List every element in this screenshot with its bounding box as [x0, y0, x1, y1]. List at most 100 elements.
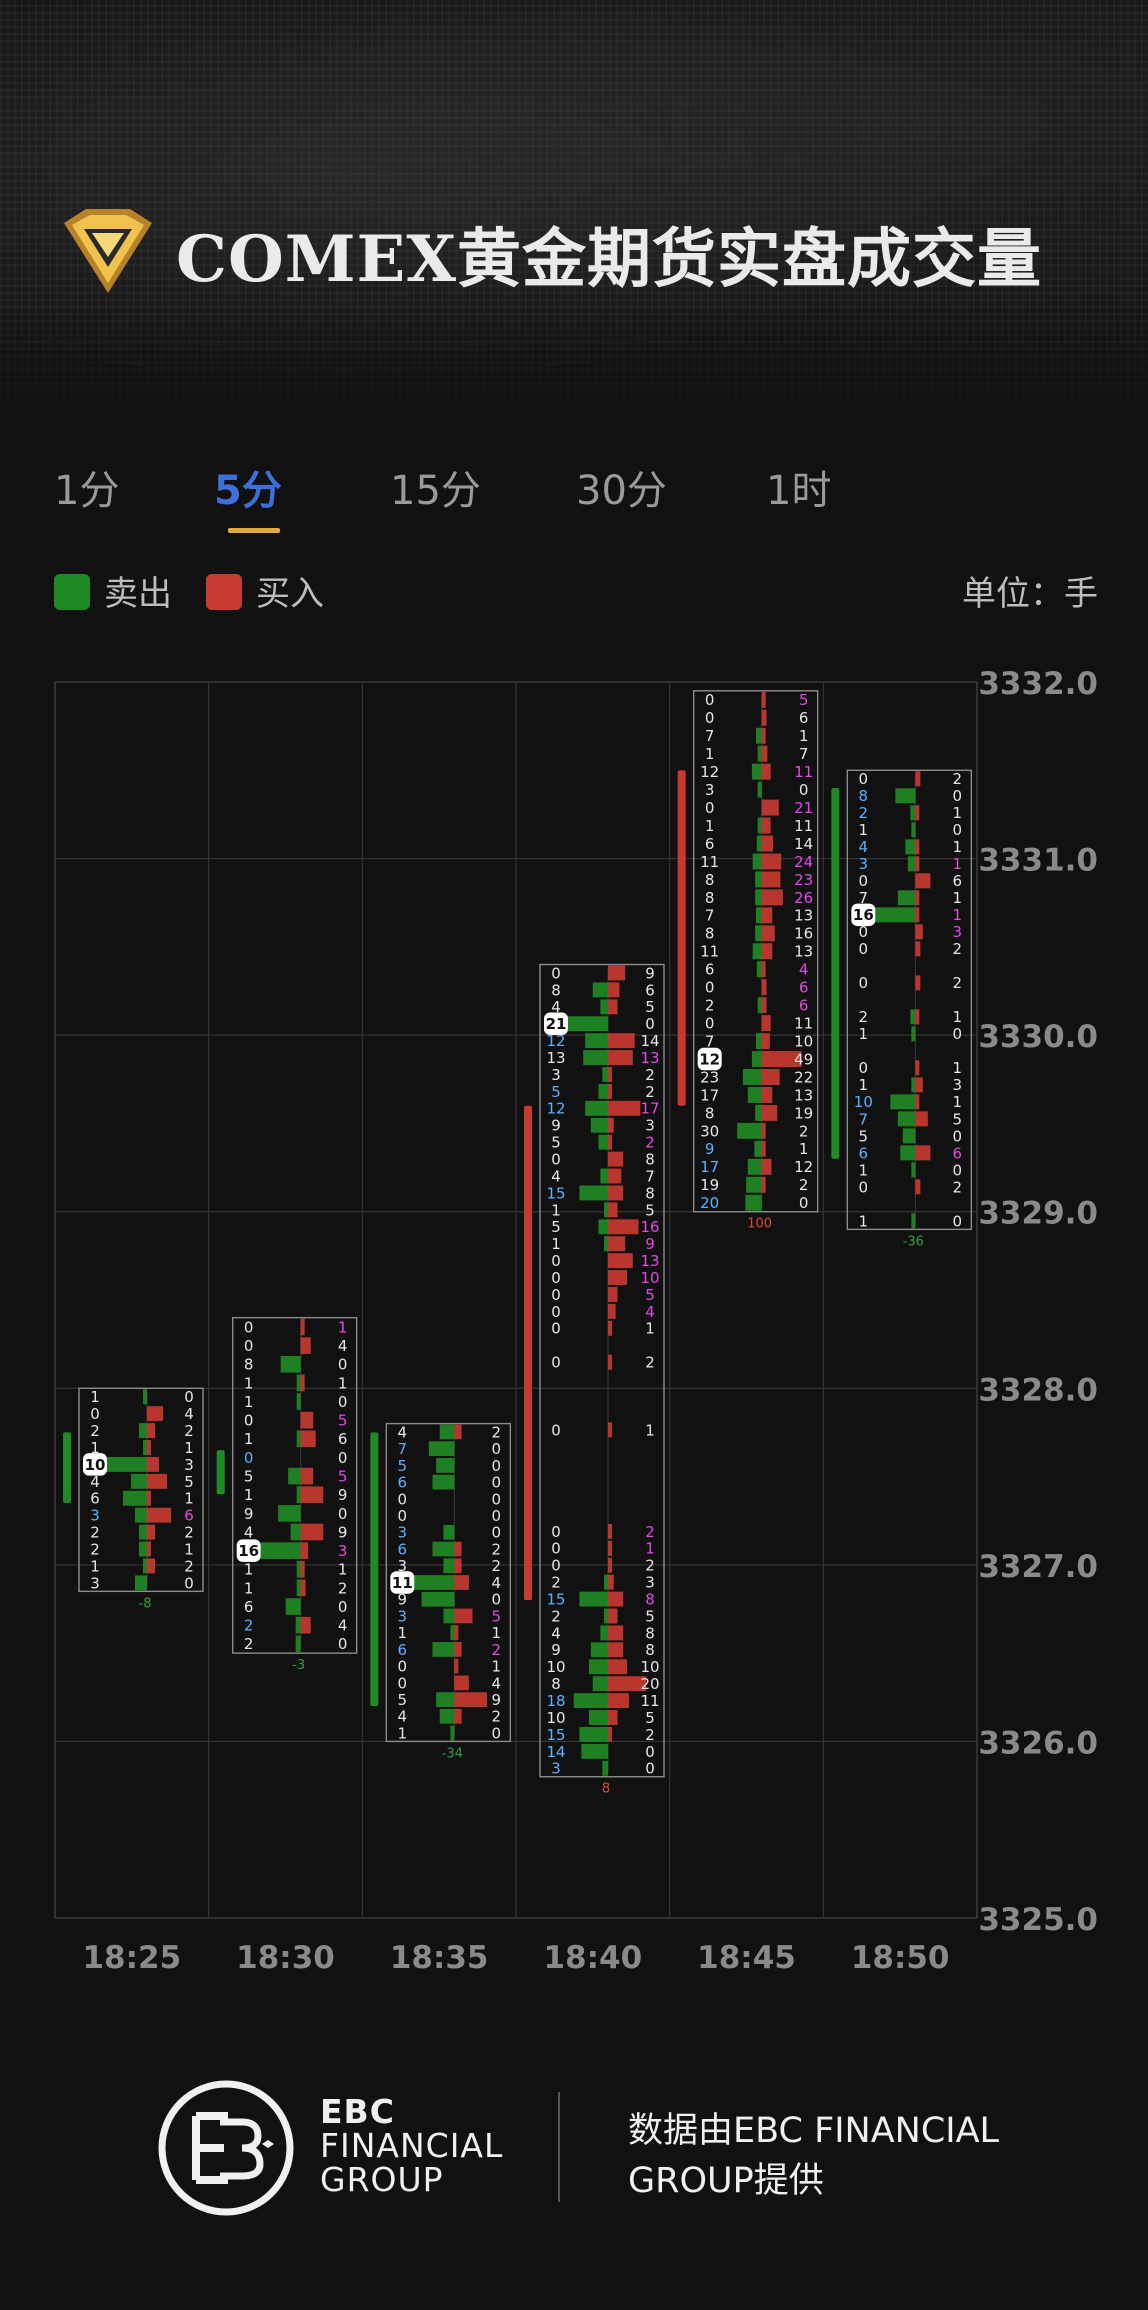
sell-volume-label: 1 [244, 1393, 254, 1411]
sell-volume-bar [890, 1094, 916, 1110]
buy-volume-bar [761, 691, 766, 708]
sell-volume-label: 6 [705, 835, 715, 853]
sell-volume-label: 0 [551, 1421, 561, 1439]
sell-volume-bar [911, 822, 916, 838]
sell-volume-label: 1 [90, 1388, 100, 1406]
buy-volume-label: 9 [492, 1691, 502, 1709]
footprint-box [846, 769, 973, 1231]
sell-volume-label: 11 [700, 853, 719, 871]
sell-volume-label: 0 [859, 1178, 869, 1196]
tab-15min[interactable]: 15分 [390, 468, 481, 514]
tab-30min[interactable]: 30分 [576, 468, 667, 514]
sell-volume-bar [579, 1726, 608, 1742]
sell-volume-bar [432, 1541, 455, 1557]
sell-volume-bar [296, 1560, 301, 1578]
tab-1hour[interactable]: 1时 [766, 468, 832, 514]
sell-volume-label: 9 [551, 1117, 561, 1135]
buy-volume-label: 5 [799, 691, 809, 709]
buy-volume-label: 20 [640, 1675, 659, 1693]
sell-volume-label: 15 [546, 1184, 565, 1202]
buy-volume-label: 5 [338, 1412, 348, 1430]
sell-volume-bar [588, 1659, 608, 1675]
buy-volume-label: 0 [338, 1505, 348, 1523]
candle-delta-label: 100 [747, 1217, 772, 1232]
sell-volume-label: 10 [546, 1658, 565, 1676]
tab-5min[interactable]: 5分 [214, 468, 282, 514]
buy-volume-bar [608, 1185, 624, 1201]
sell-volume-label: 5 [551, 1083, 561, 1101]
sell-volume-label: 12 [546, 1100, 565, 1118]
candle-delta-label: -8 [139, 1596, 152, 1611]
sell-volume-label: 18 [546, 1692, 565, 1710]
buy-volume-bar [761, 1033, 770, 1050]
buy-volume-label: 0 [492, 1524, 502, 1542]
buy-volume-label: 2 [645, 1083, 655, 1101]
sell-volume-bar [135, 1507, 147, 1523]
buy-volume-bar [915, 856, 920, 872]
sell-volume-bar [288, 1467, 301, 1485]
buy-volume-label: 9 [338, 1486, 348, 1504]
sell-volume-label: 1 [244, 1374, 254, 1392]
buy-volume-label: 2 [645, 1354, 655, 1372]
sell-volume-label: 1 [244, 1561, 254, 1579]
buy-volume-label: 5 [645, 998, 655, 1016]
buy-volume-bar [761, 745, 768, 762]
buy-volume-label: 0 [492, 1474, 502, 1492]
y-tick-label: 3331.0 [978, 843, 1098, 879]
footprint-chart: 3332.03331.03330.03329.03328.03327.03326… [54, 666, 1098, 1976]
buy-volume-label: 2 [953, 974, 963, 992]
sell-volume-bar [436, 1458, 455, 1473]
sell-volume-bar [428, 1441, 455, 1457]
buy-volume-bar [608, 1676, 647, 1692]
candle-delta-label: 8 [602, 1782, 610, 1797]
sell-volume-label: 2 [244, 1635, 254, 1653]
buy-volume-bar [915, 1009, 920, 1025]
sell-volume-bar [450, 1725, 455, 1741]
buy-volume-bar [454, 1625, 459, 1641]
sell-volume-label: 6 [705, 961, 715, 979]
buy-volume-bar [608, 999, 618, 1015]
sell-volume-label: 30 [700, 1122, 719, 1140]
sell-volume-label: 2 [90, 1422, 100, 1440]
sell-volume-label: 11 [700, 943, 719, 961]
tab-1min[interactable]: 1分 [54, 468, 120, 514]
legend-buy-swatch [206, 574, 242, 610]
sell-volume-bar [757, 817, 762, 834]
buy-volume-label: 10 [640, 1269, 659, 1287]
buy-volume-bar [761, 871, 781, 888]
sell-volume-label: 0 [244, 1412, 254, 1430]
buy-volume-bar [915, 771, 921, 787]
sell-volume-bar [579, 1591, 608, 1607]
sell-volume-label: 0 [705, 799, 715, 817]
buy-volume-label: 0 [184, 1388, 194, 1406]
sell-volume-bar [602, 1760, 608, 1776]
sell-volume-bar [598, 1083, 608, 1099]
buy-volume-label: 0 [953, 787, 963, 805]
buy-volume-label: 3 [645, 1574, 655, 1592]
buy-volume-label: 5 [184, 1473, 194, 1491]
poc-highlight [697, 1047, 722, 1071]
sell-volume-label: 3 [705, 781, 715, 799]
sell-volume-label: 9 [705, 1140, 715, 1158]
sell-volume-label: 10 [854, 1093, 873, 1111]
buy-volume-bar [608, 1608, 618, 1624]
buy-volume-label: 9 [645, 964, 655, 982]
sell-volume-label: 2 [859, 804, 869, 822]
buy-volume-bar [608, 1067, 612, 1082]
sell-volume-label: 1 [551, 1235, 561, 1253]
buy-volume-label: 0 [645, 1743, 655, 1761]
sell-volume-label: 2 [705, 997, 715, 1015]
sell-volume-label: 17 [700, 1086, 719, 1104]
buy-volume-label: 0 [799, 1194, 809, 1212]
buy-volume-bar [608, 1270, 628, 1286]
sell-volume-bar [751, 763, 762, 780]
buy-volume-label: 10 [794, 1032, 813, 1050]
sell-volume-label: 0 [705, 709, 715, 727]
sell-volume-bar [123, 1490, 147, 1506]
buy-volume-bar [608, 1320, 612, 1336]
sell-volume-bar [131, 1473, 147, 1489]
buy-volume-label: 0 [953, 1212, 963, 1230]
poc-highlight [390, 1571, 415, 1594]
buy-volume-bar [915, 805, 920, 821]
y-tick-label: 3325.0 [978, 1902, 1098, 1938]
